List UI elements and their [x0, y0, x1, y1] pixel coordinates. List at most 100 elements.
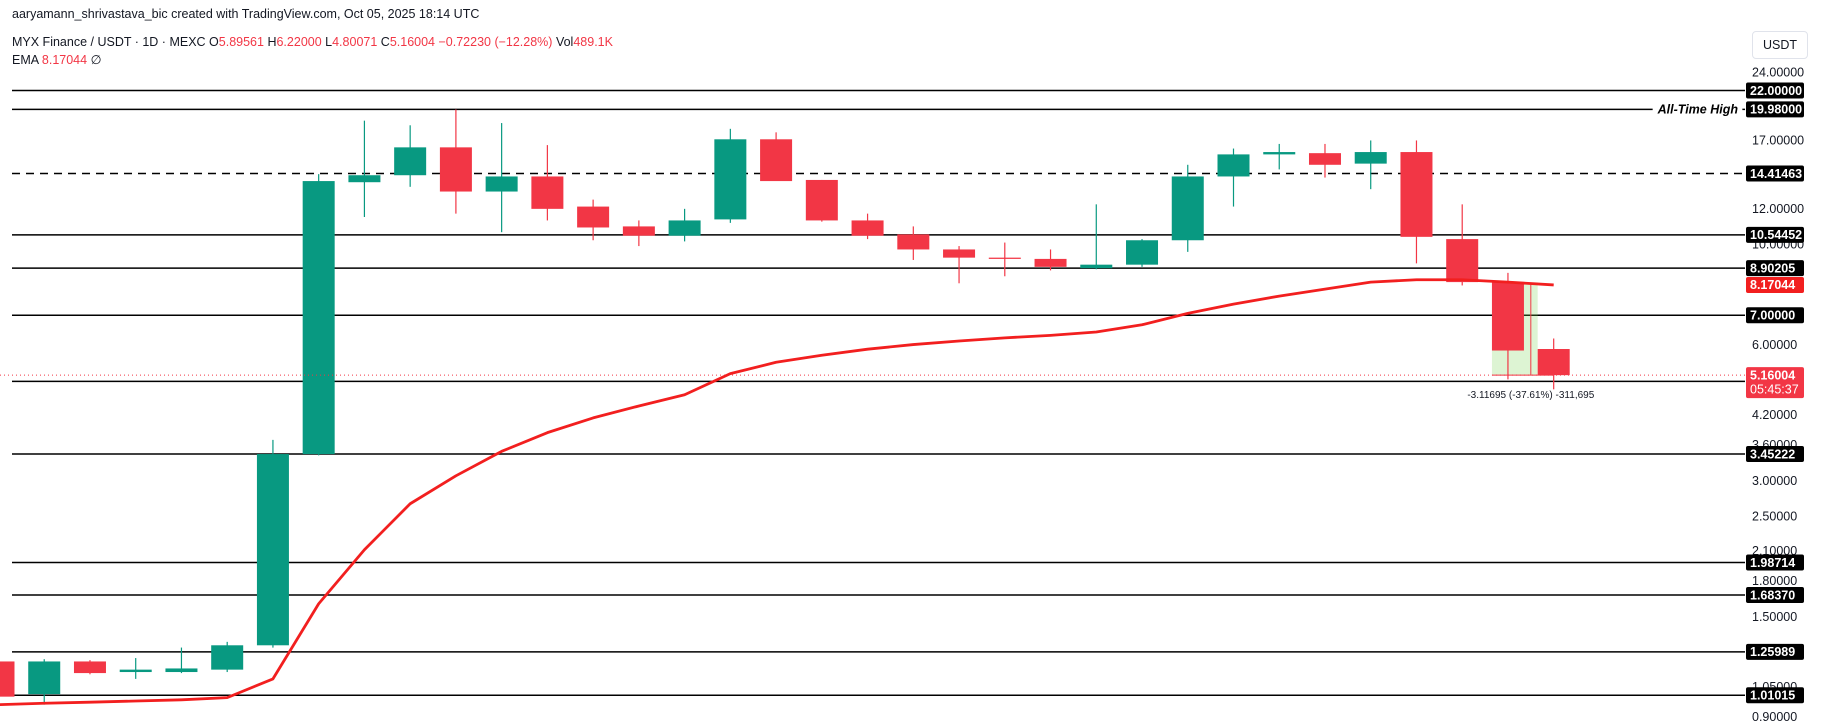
candle-body — [1400, 152, 1433, 237]
measure-label: -3.11695 (-37.61%) -311,695 — [1467, 390, 1594, 401]
attribution: aaryamann_shrivastava_bic created with T… — [12, 7, 480, 21]
y-tick-label: 3.00000 — [1752, 474, 1797, 488]
price-axis: 24.0000017.0000012.0000010.000006.000004… — [1746, 66, 1804, 721]
symbol: MYX Finance / USDT · 1D · MEXC — [12, 35, 206, 49]
ohlc: O5.89561 H6.22000 L4.80071 C5.16004 — [209, 35, 438, 49]
candle-body — [1537, 348, 1570, 376]
candle-body — [1217, 154, 1250, 177]
candle-body — [988, 257, 1021, 259]
price-label: 5.16004 — [1750, 368, 1795, 382]
ohlc-value: 6.22000 — [276, 35, 322, 49]
candle-body — [1354, 152, 1387, 164]
candle-body — [1034, 258, 1067, 267]
level-label: 3.45222 — [1750, 447, 1795, 461]
candle-body — [760, 139, 793, 182]
level-label-box — [1746, 226, 1804, 243]
ohlc-value: 4.80071 — [332, 35, 378, 49]
candle-body — [348, 175, 381, 183]
volume: 489.1K — [573, 35, 613, 49]
ema-legend: EMA 8.17044 ∅ — [12, 52, 101, 67]
y-tick-label: 6.00000 — [1752, 338, 1797, 352]
level-label-box — [1746, 101, 1804, 118]
ohlc-key: C — [380, 35, 390, 49]
level-label-box — [1746, 82, 1804, 99]
candle-body — [28, 661, 61, 695]
y-tick-label: 17.00000 — [1752, 133, 1804, 147]
ema-name: EMA — [12, 53, 39, 67]
ohlc-key: H — [267, 35, 277, 49]
ohlc-value: 5.89561 — [218, 35, 264, 49]
ema-value: 8.17044 — [41, 53, 88, 67]
y-tick-label: 2.50000 — [1752, 510, 1797, 524]
y-tick-label: 4.20000 — [1752, 408, 1797, 422]
ohlc-value: 5.16004 — [389, 35, 435, 49]
candle-body — [302, 181, 335, 455]
candle-body — [943, 249, 976, 258]
y-tick-label: 12.00000 — [1752, 202, 1804, 216]
candle-body — [1126, 240, 1159, 265]
level-label: 8.90205 — [1750, 261, 1795, 275]
candle-body — [851, 220, 884, 236]
y-tick-label: 0.90000 — [1752, 710, 1797, 721]
currency-button[interactable]: USDT — [1752, 31, 1808, 59]
price-label-box — [1746, 367, 1804, 399]
ema-label-box — [1746, 276, 1804, 293]
level-label-box — [1746, 586, 1804, 603]
ath-annotation: All-Time High — [1657, 103, 1739, 117]
y-tick-label: 2.10000 — [1752, 544, 1797, 558]
candle-body — [485, 176, 518, 192]
candle-body — [1446, 239, 1479, 283]
plot-area: All-Time High -3.11695 (-37.61%) -311,695 — [0, 89, 1745, 706]
change: −0.72230 (−12.28%) — [438, 35, 553, 49]
level-label: 1.01015 — [1750, 689, 1795, 703]
ath-bg — [1652, 102, 1743, 117]
candle-body — [73, 661, 106, 674]
level-label: 19.98000 — [1750, 103, 1802, 117]
level-label-box — [1746, 643, 1804, 660]
level-label: 10.54452 — [1750, 228, 1802, 242]
ohlc-key: O — [209, 35, 219, 49]
volume-key: Vol — [555, 35, 574, 49]
candle-body — [1491, 282, 1524, 351]
ema-line — [0, 278, 1554, 706]
level-label-box — [1746, 446, 1804, 463]
ema-symbol: ∅ — [90, 53, 102, 67]
level-label-box — [1746, 687, 1804, 704]
candle-body — [622, 226, 655, 236]
candle-body — [531, 176, 564, 209]
level-label-box — [1746, 260, 1804, 277]
y-tick-label: 1.50000 — [1752, 610, 1797, 624]
level-label: 1.25989 — [1750, 645, 1795, 659]
level-label-box — [1746, 307, 1804, 324]
level-label: 7.00000 — [1750, 309, 1795, 323]
candle-body — [1171, 176, 1204, 241]
candle-body — [211, 645, 244, 670]
candle-body — [439, 147, 472, 192]
level-label-box — [1746, 165, 1804, 182]
level-label-box — [1746, 554, 1804, 571]
candle-body — [165, 668, 198, 673]
candle-body — [668, 220, 701, 236]
y-tick-label: 24.00000 — [1752, 66, 1804, 80]
y-tick-label: 1.80000 — [1752, 574, 1797, 588]
candle-body — [1263, 152, 1296, 155]
legend-line: MYX Finance / USDT · 1D · MEXC O5.89561 … — [12, 35, 613, 49]
level-label: 22.00000 — [1750, 84, 1802, 98]
ema-label: 8.17044 — [1750, 278, 1795, 292]
level-label: 1.68370 — [1750, 588, 1795, 602]
candle-body — [0, 661, 15, 697]
level-label: 1.98714 — [1750, 556, 1795, 570]
level-label: 14.41463 — [1750, 167, 1802, 181]
candle-body — [714, 139, 747, 220]
candle-body — [119, 669, 152, 673]
ohlc-key: L — [325, 35, 333, 49]
candle-body — [256, 454, 289, 646]
candle-body — [1080, 264, 1113, 269]
candle-body — [394, 147, 427, 176]
candle-body — [805, 179, 838, 221]
candle-body — [1308, 153, 1341, 165]
candle-body — [897, 234, 930, 250]
candle-body — [577, 206, 610, 228]
